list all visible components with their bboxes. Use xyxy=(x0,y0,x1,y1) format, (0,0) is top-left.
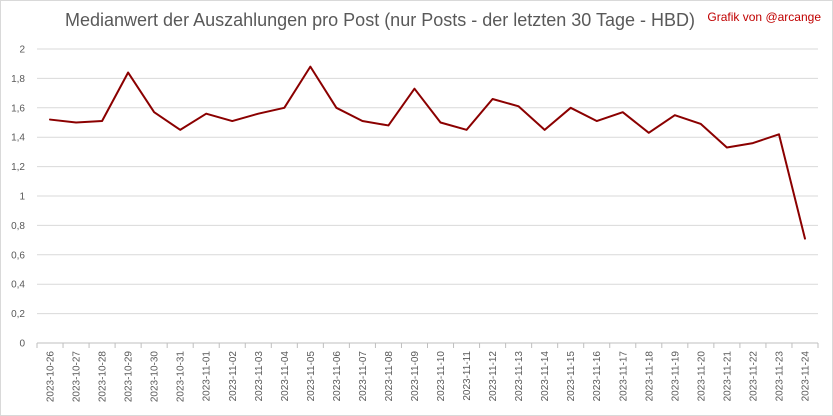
chart-credit: Grafik von @arcange xyxy=(707,10,821,24)
x-tick-label: 2023-11-17 xyxy=(618,351,629,402)
x-tick-label: 2023-11-15 xyxy=(566,351,577,402)
x-axis: 2023-10-26 2023-10-27 2023-10-28 2023-10-29… xyxy=(36,343,819,403)
x-tick-label: 2023-11-16 xyxy=(592,351,603,402)
y-tick-label: 1,6 xyxy=(11,103,25,114)
y-tick-label: 1,2 xyxy=(11,162,25,173)
plot-area xyxy=(49,65,806,240)
x-tick-label: 2023-11-07 xyxy=(358,351,369,402)
x-tick-label: 2023-11-24 xyxy=(800,351,811,402)
x-tick-label: 2023-11-14 xyxy=(540,351,551,402)
y-tick-label: 2 xyxy=(19,45,25,56)
x-tick-label: 2023-11-06 xyxy=(332,351,343,402)
gridlines xyxy=(37,48,818,344)
y-tick-label: 1 xyxy=(19,192,25,203)
x-tick-label: 2023-11-13 xyxy=(514,351,525,402)
x-tick-label: 2023-10-31 xyxy=(176,351,187,403)
x-tick-label: 2023-11-11 xyxy=(462,351,473,401)
x-tick-label: 2023-11-09 xyxy=(410,351,421,402)
y-tick-label: 0,6 xyxy=(11,250,25,261)
x-tick-label: 2023-11-12 xyxy=(488,351,499,402)
y-tick-label: 0 xyxy=(19,339,25,350)
x-tick-label: 2023-11-18 xyxy=(644,351,655,402)
y-tick-label: 1,8 xyxy=(11,74,25,85)
x-tick-label: 2023-11-01 xyxy=(202,351,213,402)
x-tick-label: 2023-10-29 xyxy=(124,351,135,403)
y-tick-label: 1,4 xyxy=(11,133,25,144)
y-tick-label: 0,4 xyxy=(11,280,25,291)
x-tick-label: 2023-11-02 xyxy=(228,351,239,402)
y-axis: 0 0,2 0,4 0,6 0,8 1 1,2 1,4 1,6 1,8 2 xyxy=(11,45,25,350)
x-tick-label: 2023-11-20 xyxy=(696,351,707,402)
y-tick-label: 0,2 xyxy=(11,309,25,320)
x-tick-label: 2023-11-04 xyxy=(280,351,291,402)
x-tick-label: 2023-11-23 xyxy=(774,351,785,402)
x-tick-label: 2023-11-21 xyxy=(722,351,733,402)
x-tick-label: 2023-10-30 xyxy=(150,351,161,403)
x-tick-label: 2023-11-22 xyxy=(748,351,759,402)
x-tick-label: 2023-11-03 xyxy=(254,351,265,402)
x-tick-label: 2023-10-27 xyxy=(72,351,83,403)
x-tick-label: 2023-10-28 xyxy=(98,351,109,403)
x-tick-label: 2023-11-08 xyxy=(384,351,395,402)
chart-title: Medianwert der Auszahlungen pro Post (nu… xyxy=(65,10,695,30)
series-line xyxy=(49,65,806,240)
x-tick-label: 2023-10-26 xyxy=(46,351,57,403)
x-tick-label: 2023-11-10 xyxy=(436,351,447,402)
x-tick-label: 2023-11-19 xyxy=(670,351,681,402)
y-tick-label: 0,8 xyxy=(11,221,25,232)
x-tick-label: 2023-11-05 xyxy=(306,351,317,402)
